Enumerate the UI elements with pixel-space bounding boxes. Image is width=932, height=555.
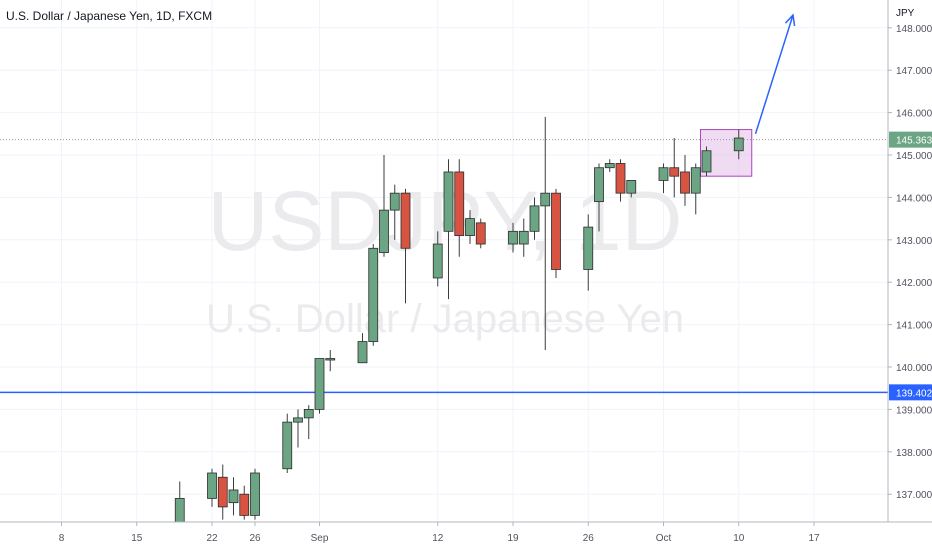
x-tick-label: 8 [59, 533, 65, 544]
y-tick-label: 141.000 [896, 321, 932, 332]
x-tick-label: Sep [311, 533, 329, 544]
y-tick-label: 138.000 [896, 448, 932, 459]
candle-up[interactable] [658, 167, 669, 181]
x-tick-label: Oct [656, 533, 672, 544]
time-axis-panel [0, 522, 932, 550]
candle-down[interactable] [551, 192, 561, 270]
candle-up[interactable] [303, 408, 314, 419]
candle-down[interactable] [615, 163, 626, 194]
forecast-arrow-head[interactable] [784, 13, 796, 27]
axis-currency-label: JPY [896, 8, 915, 19]
candle-up[interactable] [604, 163, 615, 169]
last-price-tag [889, 131, 932, 148]
candle-up[interactable] [368, 247, 379, 342]
candle-up[interactable] [432, 243, 443, 279]
candle-up[interactable] [529, 205, 540, 232]
candle-down[interactable] [475, 222, 486, 245]
candle-up[interactable] [174, 498, 185, 525]
y-tick-label: 142.000 [896, 278, 932, 289]
candle-up[interactable] [540, 192, 551, 207]
candle-up[interactable] [626, 180, 637, 194]
candle-down[interactable] [400, 192, 411, 249]
x-tick-label: 12 [432, 533, 444, 544]
candle-up[interactable] [325, 358, 336, 361]
forecast-arrow-line[interactable] [754, 14, 794, 135]
candle-up[interactable] [389, 192, 400, 211]
candle-up[interactable] [594, 167, 604, 203]
x-tick-label: 19 [507, 533, 519, 544]
candle-down[interactable] [217, 476, 228, 508]
candle-up[interactable] [250, 472, 260, 516]
x-tick-label: 15 [131, 533, 143, 544]
candle-up[interactable] [583, 226, 594, 270]
candle-up[interactable] [228, 489, 239, 504]
y-tick-label: 137.000 [896, 490, 932, 501]
candle-down[interactable] [454, 171, 465, 236]
candle-down[interactable] [239, 493, 250, 516]
x-tick-label: 22 [206, 533, 218, 544]
candle-down[interactable] [669, 167, 680, 177]
y-tick-label: 145.000 [896, 151, 932, 162]
candle-down[interactable] [680, 171, 690, 194]
candle-up[interactable] [357, 341, 368, 364]
y-tick-label: 147.000 [896, 66, 932, 77]
watermark-name: U.S. Dollar / Japanese Yen [206, 297, 684, 341]
candle-up[interactable] [379, 209, 389, 253]
y-tick-label: 140.000 [896, 363, 932, 374]
price-axis-panel [888, 0, 932, 550]
y-tick-label: 143.000 [896, 236, 932, 247]
candle-up[interactable] [465, 218, 475, 236]
candle-up[interactable] [733, 137, 744, 152]
candle-up[interactable] [443, 171, 454, 232]
candle-up[interactable] [293, 417, 303, 423]
y-tick-label: 139.000 [896, 405, 932, 416]
x-tick-label: 26 [249, 533, 261, 544]
candle-up[interactable] [282, 421, 293, 470]
x-tick-label: 10 [733, 533, 745, 544]
candle-up[interactable] [690, 167, 701, 194]
y-tick-label: 144.000 [896, 193, 932, 204]
hline-price-label: 139.402 [896, 388, 932, 399]
candle-up[interactable] [508, 230, 518, 245]
candle-up[interactable] [701, 150, 712, 173]
y-tick-label: 148.000 [896, 24, 932, 35]
x-tick-label: 26 [583, 533, 595, 544]
candle-up[interactable] [518, 230, 529, 245]
hline-price-tag [889, 384, 932, 401]
chart-title: U.S. Dollar / Japanese Yen, 1D, FXCM [6, 9, 213, 23]
candle-up[interactable] [314, 358, 325, 410]
x-tick-label: 17 [808, 533, 820, 544]
y-tick-label: 146.000 [896, 109, 932, 120]
last-price-label: 145.363 [896, 136, 932, 147]
candle-up[interactable] [207, 472, 217, 499]
